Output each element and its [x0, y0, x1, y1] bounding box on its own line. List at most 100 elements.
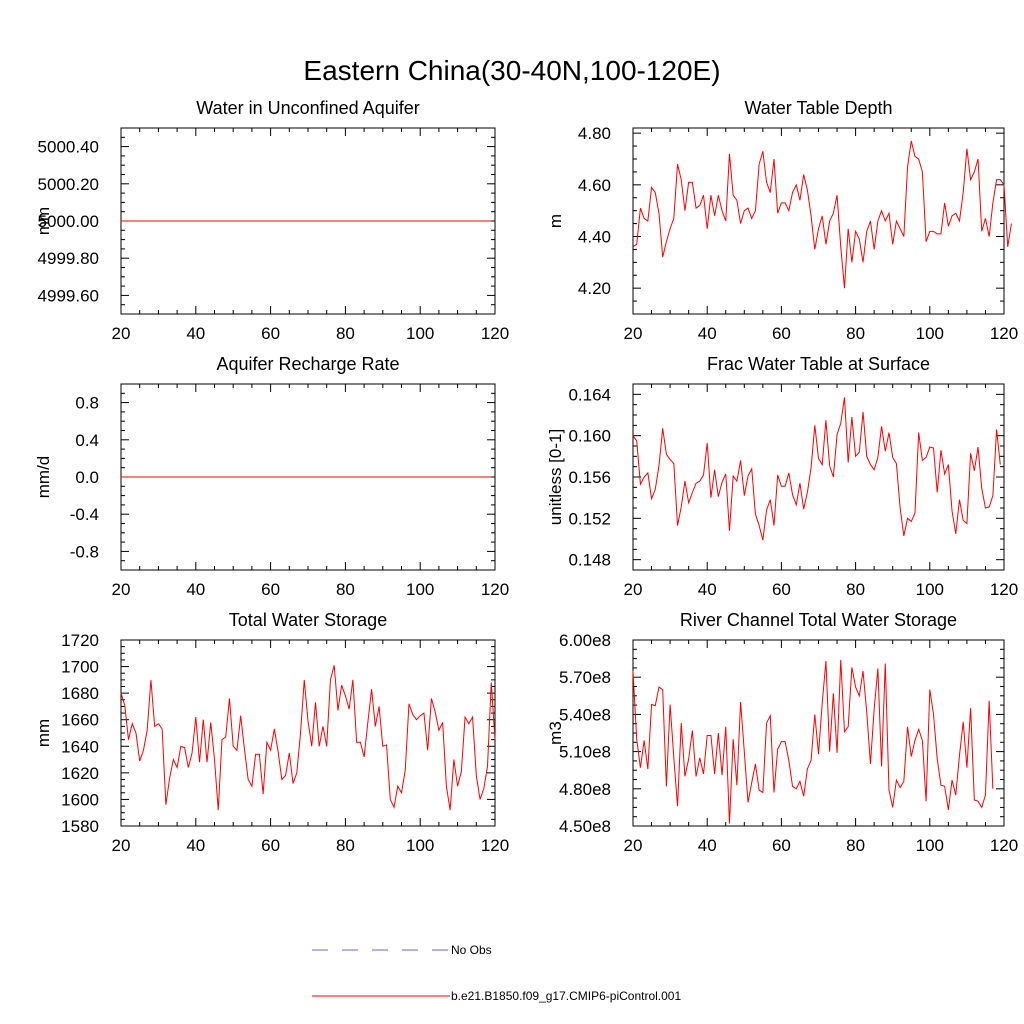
- xtick-label: 40: [698, 580, 717, 599]
- series-line-frac-water-table: [632, 397, 1001, 541]
- ylabel-river-storage: m3: [546, 721, 565, 745]
- ylabel-unconfined-aquifer: mm: [34, 207, 53, 235]
- ytick-label: 0.8: [75, 394, 99, 413]
- ytick-label: 1680: [61, 684, 99, 703]
- panel-title-recharge-rate: Aquifer Recharge Rate: [216, 354, 399, 374]
- ytick-label: 5000.00: [38, 212, 99, 231]
- panel-total-water-storage: Total Water Storage mm 20 40 60 80 100 120 1580 1…: [34, 610, 509, 855]
- ytick-label: 4.60: [578, 176, 611, 195]
- ytick-label: -0.4: [70, 505, 99, 524]
- panel-title-water-table-depth: Water Table Depth: [744, 98, 892, 118]
- ytick-label: 1660: [61, 711, 99, 730]
- xtick-label: 80: [336, 580, 355, 599]
- legend-entry-model: b.e21.B1850.f09_g17.CMIP6-piControl.001: [312, 989, 681, 1003]
- xtick-label: 60: [772, 836, 791, 855]
- ylabel-frac-water-table: unitless [0-1]: [546, 429, 565, 525]
- ytick-label: 1700: [61, 658, 99, 677]
- figure-title: Eastern China(30-40N,100-120E): [303, 55, 720, 86]
- plot-frame-frac-water-table: [632, 383, 1005, 571]
- plot-frame-total-water-storage: [120, 639, 496, 827]
- ytick-label: 4.80: [578, 124, 611, 143]
- panel-title-total-water-storage: Total Water Storage: [229, 610, 387, 630]
- xtick-label: 80: [846, 324, 865, 343]
- ytick-label: 6.00e8: [559, 631, 611, 650]
- panel-recharge-rate: Aquifer Recharge Rate mm/d 20 40 60 80 100 120 -…: [34, 354, 509, 599]
- ytick-label: 0.148: [568, 551, 611, 570]
- legend: No Obs b.e21.B1850.f09_g17.CMIP6-piContr…: [312, 943, 681, 1003]
- xtick-label: 120: [990, 324, 1018, 343]
- xtick-label: 20: [624, 324, 643, 343]
- ytick-label: 1580: [61, 817, 99, 836]
- xtick-label: 80: [846, 836, 865, 855]
- ytick-label: 4999.80: [38, 249, 99, 268]
- xtick-label: 120: [481, 836, 509, 855]
- legend-label-model: b.e21.B1850.f09_g17.CMIP6-piControl.001: [451, 989, 681, 1003]
- xtick-label: 40: [698, 836, 717, 855]
- xtick-label: 40: [186, 580, 205, 599]
- xtick-label: 80: [336, 836, 355, 855]
- xtick-label: 100: [916, 836, 944, 855]
- ytick-label: 0.156: [568, 468, 611, 487]
- legend-entry-no-obs: No Obs: [312, 943, 492, 957]
- xtick-label: 20: [112, 580, 131, 599]
- panel-water-table-depth: Water Table Depth m 20 40 60 80 100 120 4.20 4.40…: [546, 98, 1018, 343]
- panel-unconfined-aquifer: Water in Unconfined Aquifer mm 20 40 60 80 100…: [34, 98, 509, 343]
- xtick-label: 20: [624, 580, 643, 599]
- xtick-label: 80: [336, 324, 355, 343]
- xtick-label: 60: [261, 580, 280, 599]
- ytick-label: 4.40: [578, 228, 611, 247]
- xtick-label: 120: [990, 580, 1018, 599]
- xtick-label: 60: [261, 324, 280, 343]
- plot-frame-river-storage: [632, 639, 1005, 827]
- plot-frame-water-table-depth: [632, 127, 1005, 315]
- xtick-label: 80: [846, 580, 865, 599]
- ytick-label: 4.50e8: [559, 817, 611, 836]
- xtick-label: 40: [698, 324, 717, 343]
- ytick-label: 1720: [61, 631, 99, 650]
- ytick-label: 0.4: [75, 431, 99, 450]
- xtick-label: 20: [112, 836, 131, 855]
- ytick-label: 0.160: [568, 427, 611, 446]
- series-line-water-table-depth: [632, 140, 1012, 289]
- xtick-label: 100: [916, 580, 944, 599]
- xtick-label: 120: [990, 836, 1018, 855]
- ytick-label: 1640: [61, 737, 99, 756]
- ytick-label: 5.10e8: [559, 743, 611, 762]
- xtick-label: 60: [261, 836, 280, 855]
- ytick-label: 5000.40: [38, 138, 99, 157]
- ytick-label: 0.152: [568, 509, 611, 528]
- ytick-label: 0.0: [75, 468, 99, 487]
- ylabel-recharge-rate: mm/d: [34, 456, 53, 499]
- ytick-label: 4999.60: [38, 286, 99, 305]
- panel-river-storage: River Channel Total Water Storage m3 20 40 6…: [546, 610, 1018, 855]
- ytick-label: 1600: [61, 790, 99, 809]
- xtick-label: 120: [481, 580, 509, 599]
- ytick-label: 5.70e8: [559, 668, 611, 687]
- legend-label-no-obs: No Obs: [451, 943, 492, 957]
- xtick-label: 40: [186, 836, 205, 855]
- ytick-label: 5.40e8: [559, 705, 611, 724]
- xtick-label: 60: [772, 580, 791, 599]
- xtick-label: 20: [112, 324, 131, 343]
- panel-title-river-storage: River Channel Total Water Storage: [680, 610, 957, 630]
- ytick-label: 4.20: [578, 279, 611, 298]
- ylabel-water-table-depth: m: [546, 214, 565, 228]
- xtick-label: 60: [772, 324, 791, 343]
- ytick-label: 0.164: [568, 385, 611, 404]
- series-line-river-storage: [632, 659, 994, 824]
- panel-title-frac-water-table: Frac Water Table at Surface: [707, 354, 930, 374]
- xtick-label: 100: [916, 324, 944, 343]
- ytick-label: 5000.20: [38, 175, 99, 194]
- xtick-label: 120: [481, 324, 509, 343]
- ytick-label: -0.8: [70, 542, 99, 561]
- panel-title-unconfined-aquifer: Water in Unconfined Aquifer: [196, 98, 419, 118]
- panels: Water in Unconfined Aquifer mm 20 40 60 80 100…: [34, 98, 1018, 855]
- ytick-label: 1620: [61, 764, 99, 783]
- ytick-label: 4.80e8: [559, 780, 611, 799]
- series-line-total-water-storage: [120, 665, 496, 811]
- xtick-label: 40: [186, 324, 205, 343]
- xtick-label: 100: [406, 324, 434, 343]
- xtick-label: 100: [406, 580, 434, 599]
- xtick-label: 100: [406, 836, 434, 855]
